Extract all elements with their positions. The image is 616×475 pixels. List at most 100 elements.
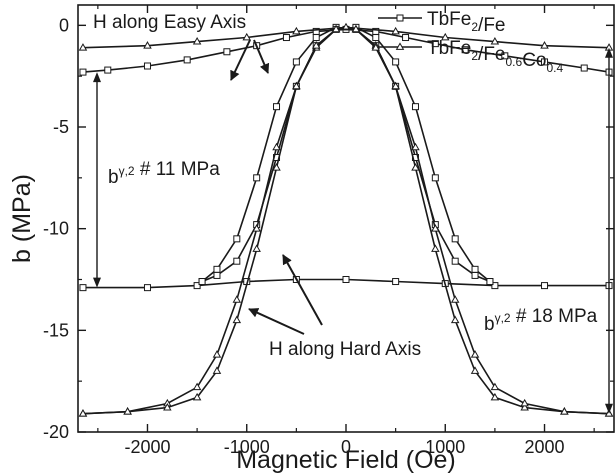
- series-2-point: [520, 402, 529, 411]
- series-1-point: [213, 271, 221, 279]
- series-2-point: [560, 407, 569, 415]
- series-2-point: [123, 407, 132, 415]
- legend-marker: [395, 42, 405, 50]
- series-2-point: [391, 81, 400, 90]
- annotation-hard-axis-part: H along Hard Axis: [269, 339, 421, 360]
- series-2-point: [431, 244, 440, 252]
- series-2-point: [272, 163, 281, 171]
- series-1-point: [431, 174, 439, 182]
- easy-axis-arrow-right: [253, 39, 270, 74]
- legend-label-part: 2: [471, 20, 478, 34]
- annotation-easy-axis-part: H along Easy Axis: [93, 12, 246, 33]
- series-2-point: [450, 315, 460, 324]
- legend-label-part: /Fe: [478, 15, 505, 36]
- y-tick-label: -5: [53, 117, 69, 137]
- series-1-point: [372, 34, 380, 42]
- annotation-easy-axis: H along Easy Axis: [93, 12, 246, 33]
- series-1-point: [79, 68, 87, 76]
- hard-axis-arrow-right: [282, 254, 323, 326]
- series-1-point: [104, 66, 112, 74]
- series-1-point: [402, 34, 410, 42]
- y-axis-title: b (MPa): [8, 174, 36, 263]
- annotation-b-11mpa-part: b: [108, 167, 119, 188]
- series-2-point: [391, 26, 400, 35]
- difference-bar-18mpa-head-top: [605, 47, 613, 58]
- series-1-point: [282, 34, 290, 42]
- x-axis-title: Magnetic Field (Oe): [236, 446, 456, 474]
- series-2-point: [78, 409, 88, 417]
- series-1-point: [183, 56, 191, 64]
- series-1-point: [392, 278, 400, 286]
- series-1-point: [198, 278, 206, 286]
- plot-area: [78, 22, 614, 417]
- series-2-point: [212, 350, 222, 358]
- series-1-point: [253, 174, 261, 182]
- series-2-point: [252, 244, 261, 252]
- y-tick-label: -15: [43, 320, 69, 340]
- x-tick-label: 0: [341, 437, 351, 457]
- difference-bar-11mpa-head-bottom: [93, 277, 101, 288]
- series-2-point: [490, 36, 500, 45]
- annotation-hard-axis: H along Hard Axis: [269, 339, 421, 360]
- annotation-b-18mpa-part: γ,2: [495, 311, 511, 325]
- annotation-b-18mpa-part: b: [484, 314, 495, 335]
- series-1-point: [461, 46, 469, 54]
- series-2-point: [143, 41, 152, 49]
- series-2-point: [490, 392, 500, 401]
- legend-label-part: /Fe: [478, 44, 505, 65]
- annotation-b-18mpa: bγ,2 # 18 MPa: [484, 306, 598, 335]
- legend-label: TbFe2/Fe: [427, 9, 506, 36]
- annotation-b-18mpa-part: # 18 MPa: [511, 306, 598, 327]
- series-2-point: [272, 142, 281, 151]
- legend-label: TbFe2/Fe0.6Co0.4: [427, 38, 563, 75]
- series-2-point: [431, 224, 440, 232]
- series-2-point: [292, 81, 301, 90]
- series-2-point: [470, 350, 480, 358]
- series-2-point: [252, 224, 261, 232]
- series-1-point: [431, 40, 439, 48]
- series-1-point: [342, 276, 350, 283]
- series-2-point: [470, 366, 480, 374]
- series-2-point: [232, 315, 242, 324]
- series-2-point: [311, 41, 321, 49]
- series-2-point: [192, 382, 202, 391]
- series-2: [78, 22, 614, 417]
- series-2-point: [192, 36, 202, 45]
- series-2-point: [331, 24, 341, 33]
- series-1-point: [143, 62, 151, 70]
- series-1-point: [292, 58, 300, 66]
- series-1-point: [451, 235, 459, 243]
- x-tick-label: -1000: [224, 437, 270, 457]
- series-1-point: [580, 64, 588, 72]
- series-1-point: [471, 265, 479, 273]
- y-tick-label: 0: [59, 15, 69, 35]
- series-1-point: [143, 284, 151, 292]
- series-2-point: [212, 366, 222, 374]
- annotation-b-11mpa-part: γ,2: [119, 164, 135, 178]
- series-1-point: [213, 265, 221, 273]
- series-2-point: [490, 382, 500, 391]
- legend-label-part: 2: [471, 49, 478, 63]
- legend-label-part: 0.6: [506, 55, 523, 69]
- series-2-point: [441, 32, 450, 41]
- series-2-point: [192, 392, 202, 401]
- legend-label-part: Co: [522, 50, 546, 71]
- series-2-point: [292, 26, 301, 35]
- series-1-point: [411, 103, 419, 111]
- series-1-point: [223, 48, 231, 56]
- difference-bar-11mpa-head-top: [93, 72, 101, 83]
- x-tick-label: 1000: [425, 437, 465, 457]
- series-2-curve: [82, 28, 610, 415]
- series-1-curve: [201, 26, 491, 283]
- series-1-point: [541, 58, 549, 66]
- hard-axis-arrow-left: [248, 308, 305, 335]
- x-tick-label: 2000: [524, 437, 564, 457]
- axes: -2000 -1000 0 1000 2000 0 -5 -10 -15 -20 Magnetic …: [8, 4, 615, 474]
- series-1-point: [273, 103, 281, 111]
- legend-marker: [396, 14, 404, 22]
- series-1-point: [312, 34, 320, 42]
- series-2-point: [242, 32, 251, 41]
